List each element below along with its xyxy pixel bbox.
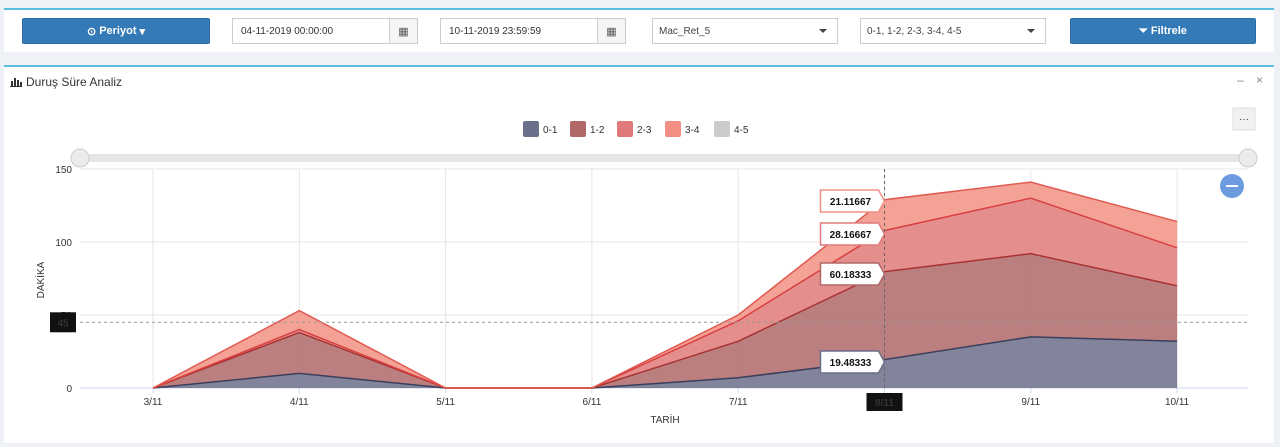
machine-select[interactable]: Mac_Ret_5 [652, 18, 838, 44]
filter-bar: ⊙ Periyot ▾ 04-11-2019 00:00:00 ▦ 10-11-… [4, 8, 1274, 52]
tooltip-box [819, 262, 886, 286]
clock-icon: ⊙ [86, 25, 97, 38]
tooltip-box [819, 189, 886, 213]
legend-label-2-3: 2-3 [637, 125, 652, 136]
close-icon[interactable]: × [1256, 73, 1264, 87]
minimize-icon[interactable]: – [1237, 73, 1244, 87]
funnel-icon: ⏷ [1139, 24, 1148, 37]
range-slider-handle-right[interactable] [1238, 148, 1258, 168]
legend-swatch-0-1[interactable] [523, 121, 539, 137]
x-tick-label: 3/11 [144, 397, 163, 408]
machine-select-value: Mac_Ret_5 [659, 25, 711, 37]
legend-swatch-1-2[interactable] [570, 121, 586, 137]
x-tick-label: 7/11 [729, 397, 748, 408]
tooltip-value: 21.11667 [830, 197, 872, 208]
calendar-icon[interactable]: ▦ [597, 19, 625, 43]
legend-label-3-4: 3-4 [685, 125, 700, 136]
x-tick-label: 10/11 [1165, 397, 1190, 408]
range-select[interactable]: 0-1, 1-2, 2-3, 3-4, 4-5 [860, 18, 1046, 44]
crosshair-y-label-box [50, 312, 76, 333]
crosshair-x-label-box [866, 393, 903, 411]
tooltip-value: 19.48333 [830, 358, 872, 369]
start-date-value: 04-11-2019 00:00:00 [241, 25, 334, 37]
panel-title: Duruş Süre Analiz [10, 75, 122, 89]
minus-icon [1226, 185, 1238, 187]
x-tick-label: 4/11 [290, 397, 309, 408]
line-2-3 [152, 197, 1178, 389]
y-axis-title: DAKİKA [34, 261, 47, 298]
area-3-4 [153, 182, 1178, 388]
start-date-input[interactable]: 04-11-2019 00:00:00 ▦ [232, 18, 418, 44]
crosshair-y-label: 45 [57, 318, 69, 329]
bar-chart-icon [10, 78, 22, 87]
end-date-input[interactable]: 10-11-2019 23:59:59 ▦ [440, 18, 626, 44]
tooltip-value: 60.18333 [830, 270, 872, 281]
period-button[interactable]: ⊙ Periyot ▾ [22, 18, 210, 44]
tooltip-box [819, 222, 886, 246]
end-date-value: 10-11-2019 23:59:59 [449, 25, 542, 37]
line-3-4 [152, 181, 1178, 389]
tooltip-box [819, 350, 886, 374]
chevron-down-icon [1027, 29, 1035, 33]
filter-button[interactable]: ⏷ Filtrele [1070, 18, 1256, 44]
legend-label-0-1: 0-1 [543, 125, 558, 136]
area-2-3 [153, 198, 1178, 388]
y-tick-label: 100 [55, 238, 72, 249]
legend-label-4-5: 4-5 [734, 125, 749, 136]
area-0-1 [153, 336, 1178, 388]
filter-label: Filtrele [1150, 25, 1187, 37]
chevron-down-icon [819, 29, 827, 33]
line-0-1 [152, 336, 1178, 389]
calendar-icon[interactable]: ▦ [389, 19, 417, 43]
chart-menu-button[interactable] [1232, 107, 1256, 131]
legend-swatch-2-3[interactable] [617, 121, 633, 137]
y-tick-label: 0 [66, 384, 72, 395]
period-label: Periyot [99, 25, 137, 37]
x-tick-label: 6/11 [583, 397, 602, 408]
crosshair-x-label: 8/11 [875, 398, 894, 409]
range-select-value: 0-1, 1-2, 2-3, 3-4, 4-5 [867, 25, 962, 37]
x-axis-title: TARİH [650, 413, 679, 426]
caret-down-icon: ▾ [139, 25, 146, 38]
range-slider-track[interactable] [80, 154, 1248, 162]
legend-label-1-2: 1-2 [590, 125, 605, 136]
x-tick-label: 9/11 [1021, 397, 1040, 408]
x-tick-label: 5/11 [436, 397, 455, 408]
panel-title-text: Duruş Süre Analiz [26, 75, 123, 89]
range-slider-handle-left[interactable] [70, 148, 90, 168]
line-1-2 [152, 252, 1178, 389]
area-1-2 [153, 253, 1178, 388]
tooltip-value: 28.16667 [830, 230, 872, 241]
legend-swatch-4-5[interactable] [714, 121, 730, 137]
chart-menu-icon: ··· [1239, 114, 1249, 125]
y-tick-label: 150 [55, 165, 72, 176]
legend-swatch-3-4[interactable] [665, 121, 681, 137]
